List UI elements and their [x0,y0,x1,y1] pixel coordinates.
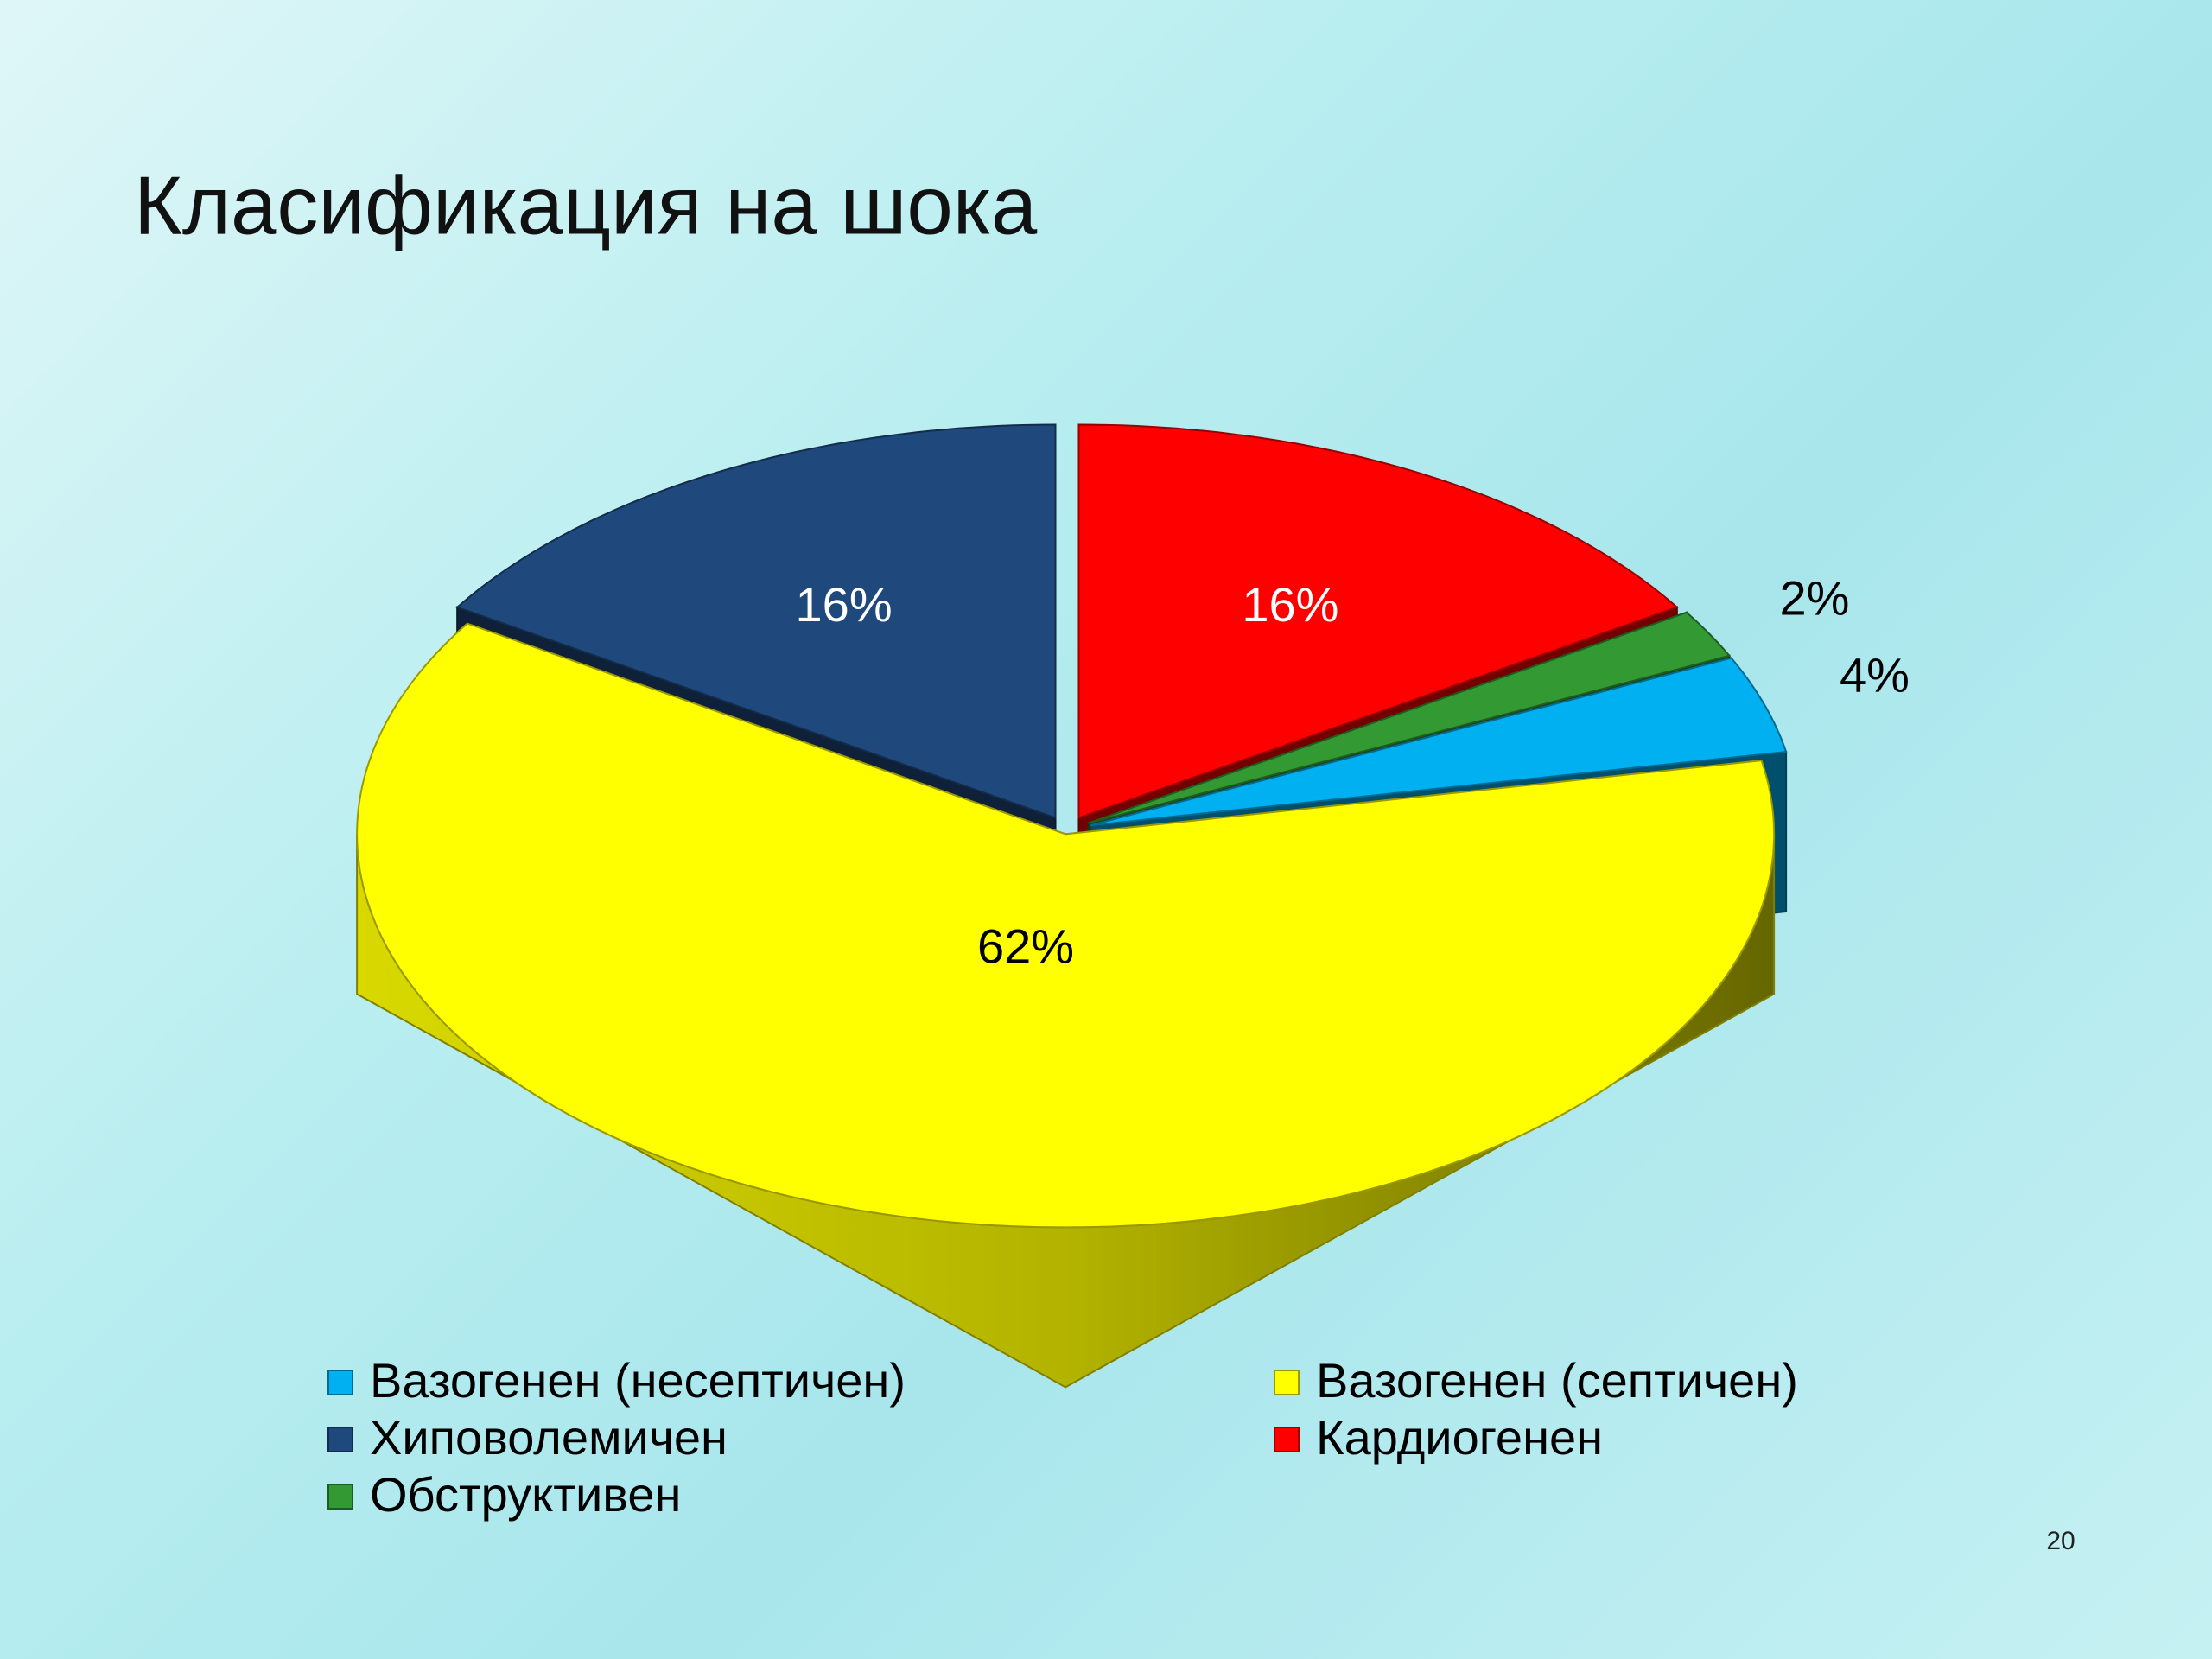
slice [1077,423,1679,819]
data-label: 2% [1779,570,1849,625]
legend-swatch [327,1484,353,1510]
chart-title: Класификация на шока [134,159,1038,251]
data-label: 16% [796,577,893,632]
slice [1090,657,1788,827]
slice [1088,611,1732,824]
legend-label: Обструктивен [370,1467,681,1522]
slice [356,622,1776,1229]
legend-label: Вазогенен (несептичен) [370,1353,906,1408]
page-number: 20 [2046,1527,2075,1555]
legend-label: Хиповолемичен [370,1410,728,1465]
data-label: 16% [1242,577,1338,632]
data-label: 62% [977,918,1074,973]
data-label: 4% [1840,647,1910,702]
legend-label: Кардиогенен [1316,1410,1603,1465]
legend-swatch [327,1370,353,1395]
legend-swatch [327,1427,353,1452]
legend-swatch [1274,1427,1300,1452]
legend-label: Вазогенен (септичен) [1316,1353,1798,1408]
slice [455,423,1057,819]
legend-swatch [1274,1370,1300,1395]
